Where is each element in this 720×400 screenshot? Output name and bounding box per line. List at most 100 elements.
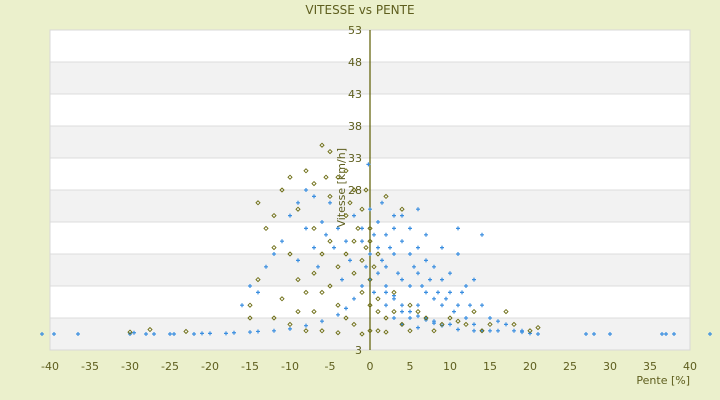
data-point-blue — [340, 277, 344, 282]
data-point-blue — [332, 245, 336, 250]
data-point-blue — [496, 319, 500, 324]
data-point-blue — [296, 200, 300, 205]
data-point-olive — [303, 328, 309, 334]
data-point-blue — [448, 322, 452, 327]
data-point-olive — [447, 315, 453, 321]
data-point-olive — [147, 326, 153, 333]
data-point-blue — [368, 277, 372, 282]
data-point-blue — [496, 328, 500, 333]
data-point-olive — [351, 238, 357, 244]
data-point-blue — [400, 309, 404, 314]
data-point-blue — [328, 200, 332, 205]
data-point-olive — [271, 315, 277, 321]
data-point-blue — [384, 303, 388, 308]
data-point-olive — [327, 148, 333, 155]
data-point-olive — [287, 174, 293, 180]
y-tick-label: 3 — [355, 344, 362, 357]
data-point-blue — [280, 239, 284, 244]
data-point-blue — [344, 239, 348, 244]
data-point-blue — [392, 226, 396, 231]
data-point-blue — [464, 316, 468, 320]
data-point-olive — [423, 315, 429, 321]
x-tick-label: 0 — [367, 360, 374, 373]
data-point-blue — [608, 332, 612, 336]
y-tick-label: 43 — [348, 88, 362, 101]
data-point-blue — [384, 264, 388, 269]
data-point-olive — [287, 251, 293, 257]
data-point-olive — [327, 283, 333, 289]
data-point-olive — [335, 302, 341, 308]
data-point-blue — [172, 332, 176, 336]
data-point-blue — [168, 332, 172, 336]
data-point-blue — [360, 226, 364, 231]
data-point-blue — [256, 329, 260, 334]
data-point-blue — [272, 252, 276, 256]
data-point-blue — [376, 245, 380, 250]
x-tick-label: -15 — [241, 360, 259, 373]
data-point-blue — [360, 239, 364, 244]
data-point-blue — [76, 332, 80, 336]
data-point-olive — [343, 168, 349, 174]
data-point-blue — [488, 316, 492, 320]
data-point-blue — [200, 331, 204, 336]
data-point-olive — [247, 302, 253, 308]
data-point-blue — [304, 226, 308, 231]
data-point-blue — [152, 332, 156, 336]
data-point-blue — [432, 264, 436, 269]
data-point-blue — [52, 332, 56, 336]
data-point-blue — [456, 226, 460, 231]
data-point-blue — [360, 284, 364, 288]
data-point-olive — [311, 308, 317, 315]
data-point-blue — [660, 332, 664, 336]
data-point-olive — [359, 289, 365, 296]
data-point-blue — [444, 296, 448, 301]
data-point-blue — [432, 296, 436, 301]
data-point-olive — [503, 308, 509, 315]
data-point-blue — [396, 271, 400, 276]
data-point-blue — [448, 290, 452, 295]
data-point-olive — [367, 302, 373, 308]
data-point-olive — [371, 264, 377, 270]
data-point-olive — [295, 308, 301, 315]
x-tick-label: -35 — [81, 360, 99, 373]
data-point-blue — [416, 245, 420, 250]
data-point-blue — [384, 232, 388, 237]
data-point-olive — [391, 289, 397, 296]
data-point-blue — [288, 326, 292, 331]
data-point-blue — [436, 290, 440, 295]
data-point-olive — [407, 302, 413, 308]
data-point-blue — [480, 303, 484, 308]
data-point-olive — [311, 270, 317, 276]
data-point-olive — [295, 276, 301, 283]
data-point-blue — [366, 162, 371, 167]
data-point-blue — [40, 332, 44, 336]
x-tick-label: -10 — [281, 360, 299, 373]
data-point-olive — [183, 328, 189, 335]
data-point-olive — [535, 324, 541, 331]
data-point-olive — [367, 238, 373, 244]
data-point-olive — [355, 225, 361, 232]
x-tick-label: -20 — [201, 360, 219, 373]
x-tick-label: -40 — [41, 360, 59, 373]
data-point-blue — [432, 321, 436, 326]
data-point-olive — [463, 321, 469, 328]
data-point-olive — [407, 328, 413, 334]
data-point-blue — [388, 245, 392, 250]
data-point-blue — [336, 312, 340, 317]
data-point-olive — [487, 321, 493, 328]
chart-title: VITESSE vs PENTE — [305, 3, 414, 17]
data-point-blue — [232, 330, 236, 335]
data-point-olive — [471, 308, 477, 315]
data-point-olive — [367, 328, 373, 334]
data-point-blue — [416, 325, 420, 330]
data-point-blue — [324, 232, 328, 237]
data-point-blue — [336, 226, 340, 231]
data-point-olive — [439, 321, 445, 328]
data-point-blue — [472, 277, 476, 282]
data-point-blue — [424, 258, 428, 263]
data-point-olive — [295, 206, 301, 212]
data-point-olive — [359, 257, 365, 264]
data-point-blue — [368, 207, 372, 212]
data-point-blue — [376, 271, 380, 276]
data-point-olive — [319, 328, 325, 334]
